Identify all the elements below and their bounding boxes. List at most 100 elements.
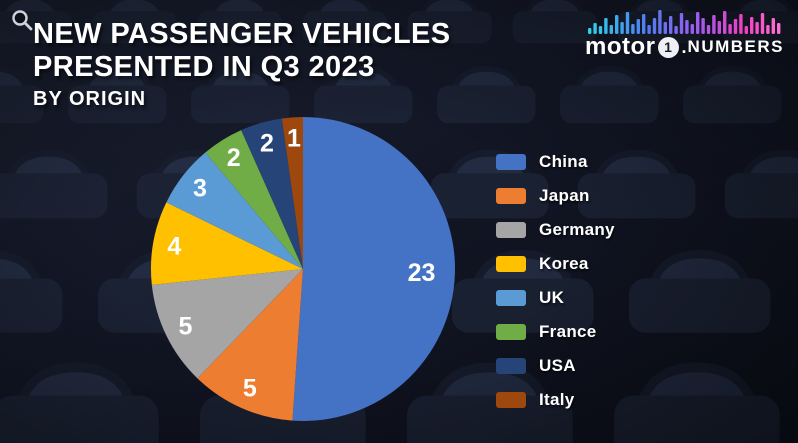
logo-word-numbers: NUMBERS [687,37,784,56]
waveform-bar [615,15,619,34]
waveform-bar [733,19,738,34]
legend-item-korea: Korea [496,254,615,274]
waveform-bar [706,25,711,34]
waveform-bar [588,28,592,34]
legend-label: France [539,322,597,341]
waveform-bar [620,22,624,34]
background-car-silhouette [614,362,780,443]
waveform-bar [728,24,732,34]
pie-value-label-uk: 3 [193,175,207,203]
pie-value-label-japan: 5 [243,374,257,402]
background-car-silhouette [512,0,597,44]
chart-legend: China Japan Germany Korea UK France USA Italy [496,152,615,410]
legend-swatch-china [496,154,526,170]
background-car-silhouette [560,65,659,124]
background-car-silhouette [724,149,798,219]
legend-item-uk: UK [496,288,615,308]
waveform-bar [609,25,613,34]
legend-swatch-korea [496,256,526,272]
waveform-bar [604,18,608,34]
logo-waveform-icon [588,10,781,34]
legend-swatch-usa [496,358,526,374]
zoom-icon[interactable] [10,8,34,37]
pie-value-label-china: 23 [408,259,436,287]
waveform-bar [663,22,667,34]
logo-word-motor: motor [585,33,656,60]
legend-label: UK [539,288,565,307]
waveform-bar [642,14,646,34]
pie-value-label-france: 2 [227,144,241,172]
pie-slice-korea [150,202,303,285]
waveform-bar [755,22,759,34]
legend-item-italy: Italy [496,390,615,410]
legend-item-france: France [496,322,615,342]
logo-circle-badge: 1 [657,36,679,58]
legend-label: Italy [539,390,575,409]
pie-slice-japan [197,269,303,421]
background-car-silhouette [683,65,782,124]
waveform-bar [647,25,651,34]
legend-item-japan: Japan [496,186,615,206]
waveform-bar [723,11,727,34]
waveform-bar [696,12,700,34]
pie-value-label-usa: 2 [260,129,274,157]
waveform-bar [739,14,743,34]
pie-slice-germany [151,269,303,379]
background-car-silhouette [0,362,159,443]
legend-label: Japan [539,186,590,205]
legend-swatch-germany [496,222,526,238]
legend-item-usa: USA [496,356,615,376]
legend-label: Germany [539,220,615,239]
waveform-bar [760,13,765,34]
waveform-bar [679,13,684,34]
waveform-bar [771,18,775,34]
waveform-bar [701,18,705,34]
legend-item-china: China [496,152,615,172]
pie-value-label-korea: 4 [167,232,181,260]
waveform-bar [685,20,689,34]
waveform-bar [717,21,721,34]
waveform-bar [690,24,694,34]
waveform-bar [766,25,770,34]
pie-slice-china [292,117,455,421]
background-car-silhouette [628,250,771,333]
legend-swatch-italy [496,392,526,408]
legend-swatch-france [496,324,526,340]
waveform-bar [658,10,662,34]
pie-slice-france [205,130,303,269]
legend-label: China [539,152,588,171]
waveform-bar [750,17,754,34]
waveform-bar [744,26,748,34]
logo-dot: . [681,36,687,57]
pie-slice-uk [166,152,303,269]
background-car-silhouette [0,149,108,219]
logo-wordmark: motor 1 . NUMBERS [585,33,784,61]
waveform-bar [598,26,603,34]
waveform-bar [631,24,635,34]
pie-slice-usa [241,118,303,269]
logo-circle-digit: 1 [664,39,672,55]
legend-swatch-japan [496,188,526,204]
pie-value-label-italy: 1 [287,125,301,153]
waveform-bar [777,23,781,34]
legend-swatch-uk [496,290,526,306]
background-car-silhouette [0,250,63,333]
waveform-bar [625,12,630,34]
legend-label: Korea [539,254,589,273]
title-line-2: PRESENTED IN Q3 2023 [33,51,375,83]
motor1-numbers-logo: motor 1 . NUMBERS [585,6,784,61]
title-line-1: NEW PASSENGER VEHICLES [33,18,451,50]
legend-label: USA [539,356,576,375]
waveform-bar [652,18,657,34]
magnifier-glyph [12,10,33,31]
waveform-bar [712,15,716,34]
chart-title: NEW PASSENGER VEHICLES PRESENTED IN Q3 2… [33,18,451,111]
waveform-bar [593,23,597,34]
waveform-bar [636,19,640,34]
pie-value-label-germany: 5 [179,312,193,340]
title-subtitle: BY ORIGIN [33,88,147,110]
pie-slice-italy [281,117,303,269]
waveform-bar [669,16,673,34]
